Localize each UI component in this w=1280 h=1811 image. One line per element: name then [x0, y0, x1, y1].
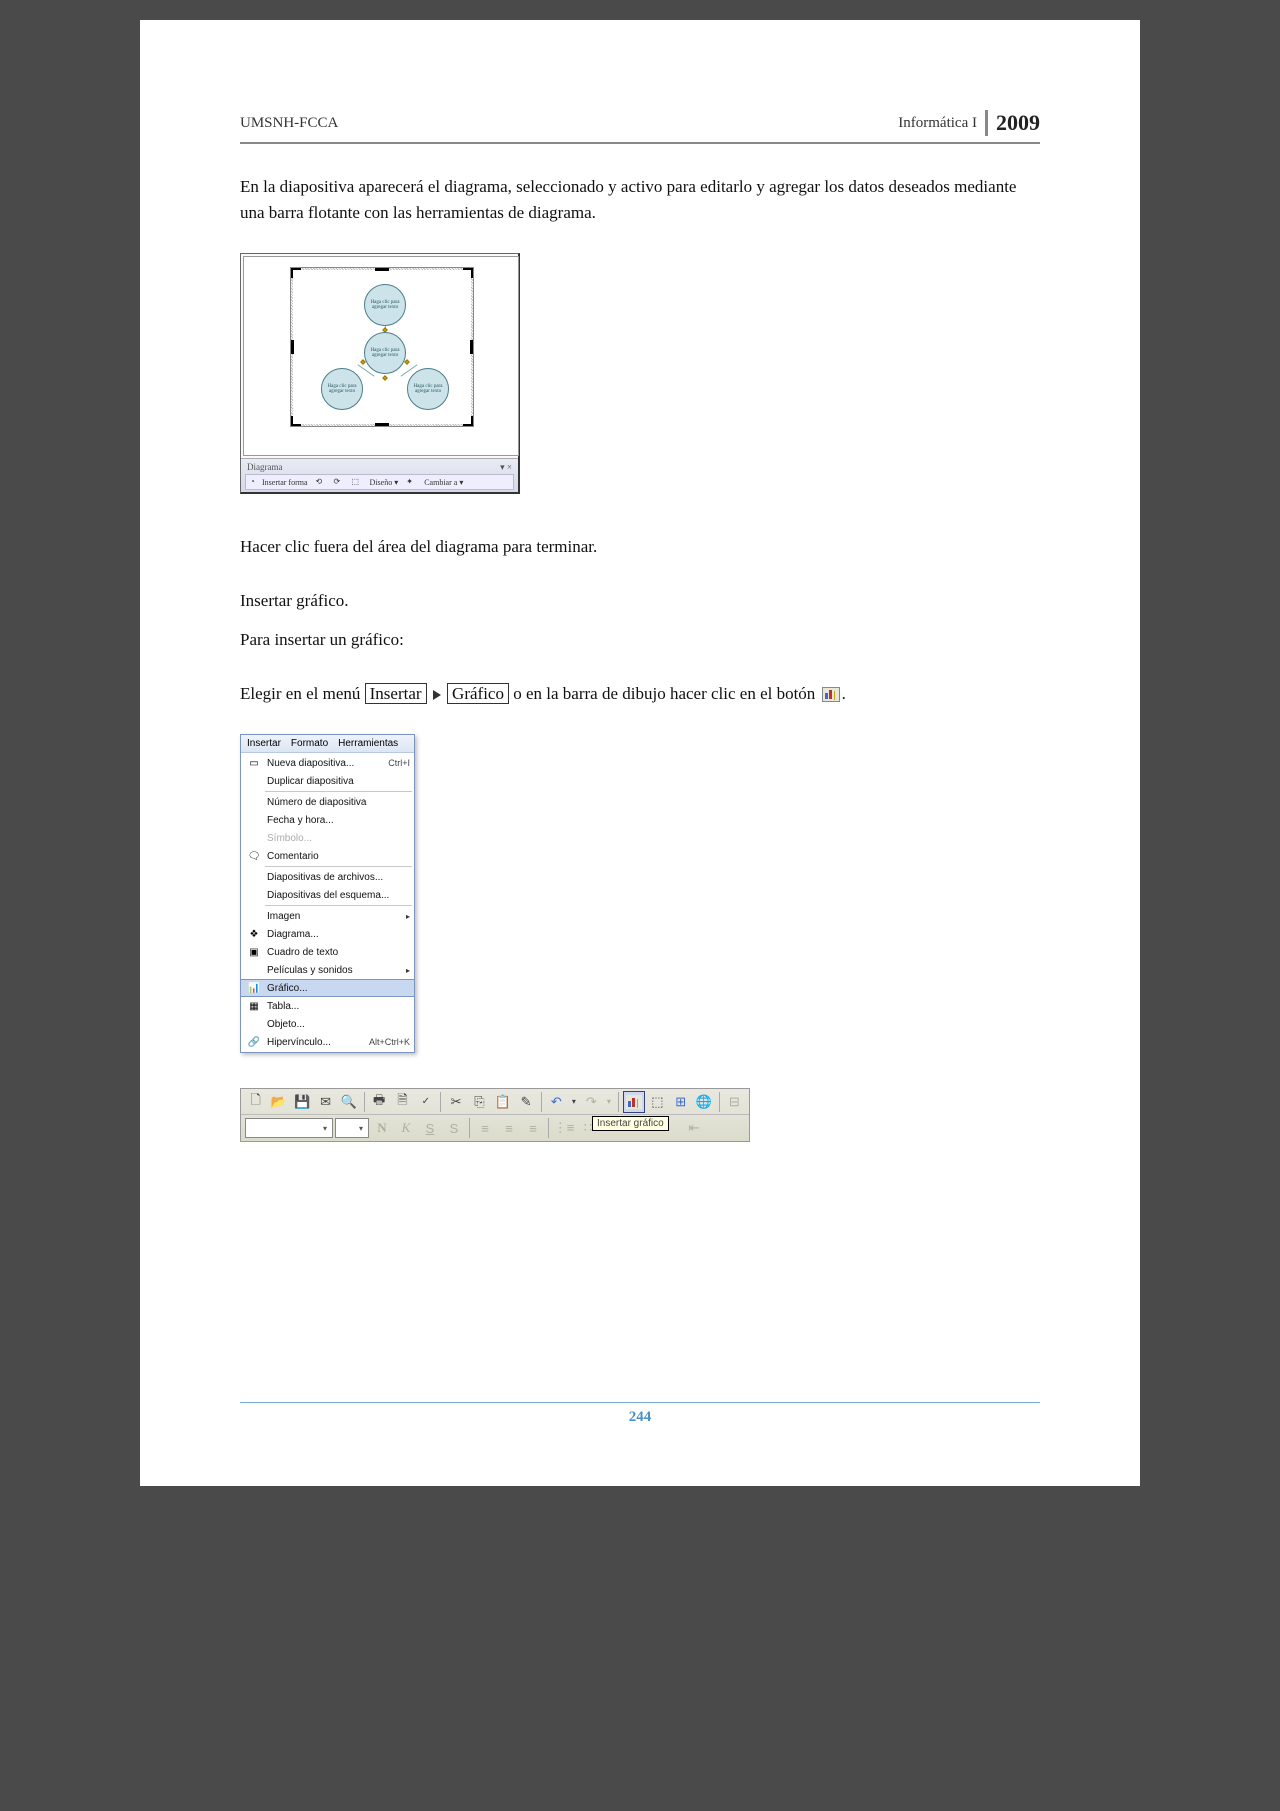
align-right-button[interactable]: ≡ [522, 1117, 544, 1139]
search-button[interactable]: 🔍 [338, 1091, 359, 1113]
menu-item[interactable]: Duplicar diapositiva [241, 772, 414, 790]
undo-button[interactable]: ↶ [546, 1091, 567, 1113]
cut-button[interactable]: ✂ [445, 1091, 466, 1113]
header-left: UMSNH-FCCA [240, 115, 338, 132]
header-year: 2009 [985, 110, 1040, 136]
redo-button[interactable]: ↷ [581, 1091, 602, 1113]
paragraph-intro: En la diapositiva aparecerá el diagrama,… [240, 174, 1040, 225]
save-button[interactable]: 💾 [292, 1091, 313, 1113]
move-fwd-button[interactable]: ⟳ [332, 477, 346, 487]
menu-body: ▭Nueva diapositiva...Ctrl+IDuplicar diap… [241, 753, 414, 1052]
section-heading: Insertar gráfico. [240, 588, 1040, 614]
menu-item[interactable]: Diapositivas del esquema... [241, 886, 414, 904]
menubar-insertar[interactable]: Insertar [247, 738, 281, 749]
insert-chart-button[interactable] [623, 1091, 645, 1113]
page-number: 244 [240, 1403, 1040, 1426]
toolbar-close[interactable]: ▾ × [500, 462, 512, 473]
insertar-menu: Insertar Formato Herramientas ▭Nueva dia… [240, 734, 415, 1053]
chart-icon [822, 687, 840, 702]
menubar-herramientas[interactable]: Herramientas [338, 738, 398, 749]
menu-item[interactable]: ❖Diagrama... [241, 925, 414, 943]
menu-item[interactable]: Películas y sonidos▸ [241, 961, 414, 979]
diagram-node[interactable]: Haga clic para agregar texto [364, 284, 406, 326]
standard-toolbar: 🗋 📂 💾 ✉ 🔍 🖶 🗎 ✓ ✂ ⎘ 📋 ✎ ↶ ▾ ↷ ▾ ⬚ ⊞ 🌐 [240, 1088, 750, 1142]
paragraph-insert: Para insertar un gráfico: [240, 627, 1040, 653]
page-header: UMSNH-FCCA Informática I 2009 [240, 110, 1040, 144]
copy-button[interactable]: ⎘ [469, 1091, 490, 1113]
menu-item[interactable]: Número de diapositiva [241, 793, 414, 811]
menu-bar: Insertar Formato Herramientas [241, 735, 414, 753]
move-back-button[interactable]: ⟲ [314, 477, 328, 487]
paragraph-click-out: Hacer clic fuera del área del diagrama p… [240, 534, 1040, 560]
menu-item[interactable]: Imagen▸ [241, 907, 414, 925]
italic-button[interactable]: K [395, 1117, 417, 1139]
menu-item[interactable]: Fecha y hora... [241, 811, 414, 829]
size-dropdown[interactable]: ▾ [335, 1118, 369, 1138]
menu-item[interactable]: ▣Cuadro de texto [241, 943, 414, 961]
diagram-node[interactable]: Haga clic para agregar texto [364, 332, 406, 374]
cambiar-a-button[interactable]: Cambiar a ▾ [422, 478, 465, 487]
document-page: UMSNH-FCCA Informática I 2009 En la diap… [140, 20, 1140, 1486]
diagram-floating-toolbar: Diagrama ▾ × ◔Insertar forma ⟲ ⟳ ⬚ Diseñ… [241, 458, 518, 492]
diseno-button[interactable]: Diseño ▾ [368, 478, 401, 487]
menu-item[interactable]: 🗨Comentario [241, 847, 414, 865]
slide-canvas: Haga clic para agregar texto Haga clic p… [243, 256, 519, 456]
insertar-forma-button[interactable]: ◔Insertar forma [248, 477, 310, 487]
open-button[interactable]: 📂 [268, 1091, 289, 1113]
header-course: Informática I [898, 115, 977, 132]
menu-item[interactable]: Objeto... [241, 1015, 414, 1033]
autoformat-button[interactable]: ✦ [404, 477, 418, 487]
menu-item[interactable]: ▦Tabla... [241, 997, 414, 1015]
mail-button[interactable]: ✉ [315, 1091, 336, 1113]
preview-button[interactable]: 🗎 [392, 1091, 413, 1113]
paragraph-menu-path: Elegir en el menú Insertar Gráfico o en … [240, 681, 1040, 707]
hyperlink-button[interactable]: 🌐 [693, 1091, 714, 1113]
diagram-node[interactable]: Haga clic para agregar texto [321, 368, 363, 410]
tooltip-anchor: Insertar gráfico [601, 1117, 681, 1139]
header-right: Informática I 2009 [898, 110, 1040, 136]
toolbar-row-2: ▾ ▾ N K S S ≡ ≡ ≡ ⋮≡ ∷ Insertar gráfico … [241, 1115, 749, 1141]
paste-button[interactable]: 📋 [492, 1091, 513, 1113]
toolbar-title: Diagrama [247, 462, 282, 473]
shadow-button[interactable]: S [443, 1117, 465, 1139]
underline-button[interactable]: S [419, 1117, 441, 1139]
menu-item[interactable]: ▭Nueva diapositiva...Ctrl+I [241, 754, 414, 772]
zoom-grid-button[interactable]: ⊟ [724, 1091, 745, 1113]
diagram-node[interactable]: Haga clic para agregar texto [407, 368, 449, 410]
menu-item: Símbolo... [241, 829, 414, 847]
align-center-button[interactable]: ≡ [498, 1117, 520, 1139]
org-chart-button[interactable]: ⬚ [647, 1091, 668, 1113]
figure-diagram-slide: Haga clic para agregar texto Haga clic p… [240, 253, 520, 494]
bold-button[interactable]: N [371, 1117, 393, 1139]
diagram-area: Haga clic para agregar texto Haga clic p… [301, 278, 463, 416]
menu-item[interactable]: Diapositivas de archivos... [241, 868, 414, 886]
insert-table-button[interactable]: ⊞ [670, 1091, 691, 1113]
insert-chart-tooltip: Insertar gráfico [592, 1116, 669, 1131]
menu-item[interactable]: 🔗Hipervínculo...Alt+Ctrl+K [241, 1033, 414, 1051]
menubar-formato[interactable]: Formato [291, 738, 328, 749]
print-button[interactable]: 🖶 [369, 1091, 390, 1113]
selection-frame: Haga clic para agregar texto Haga clic p… [290, 267, 474, 427]
menu-item[interactable]: 📊Gráfico... [241, 979, 414, 997]
decrease-indent-button[interactable]: ⇤ [683, 1117, 705, 1139]
submenu-name-box: Gráfico [447, 683, 509, 704]
undo-dd[interactable]: ▾ [569, 1091, 579, 1113]
font-dropdown[interactable]: ▾ [245, 1118, 333, 1138]
redo-dd[interactable]: ▾ [604, 1091, 614, 1113]
layout-button[interactable]: ⬚ [350, 477, 364, 487]
numbering-button[interactable]: ⋮≡ [553, 1117, 575, 1139]
new-button[interactable]: 🗋 [245, 1091, 266, 1113]
format-painter-button[interactable]: ✎ [515, 1091, 536, 1113]
align-left-button[interactable]: ≡ [474, 1117, 496, 1139]
spell-button[interactable]: ✓ [415, 1091, 436, 1113]
arrow-icon [433, 690, 441, 700]
menu-name-box: Insertar [365, 683, 427, 704]
toolbar-row-1: 🗋 📂 💾 ✉ 🔍 🖶 🗎 ✓ ✂ ⎘ 📋 ✎ ↶ ▾ ↷ ▾ ⬚ ⊞ 🌐 [241, 1089, 749, 1115]
